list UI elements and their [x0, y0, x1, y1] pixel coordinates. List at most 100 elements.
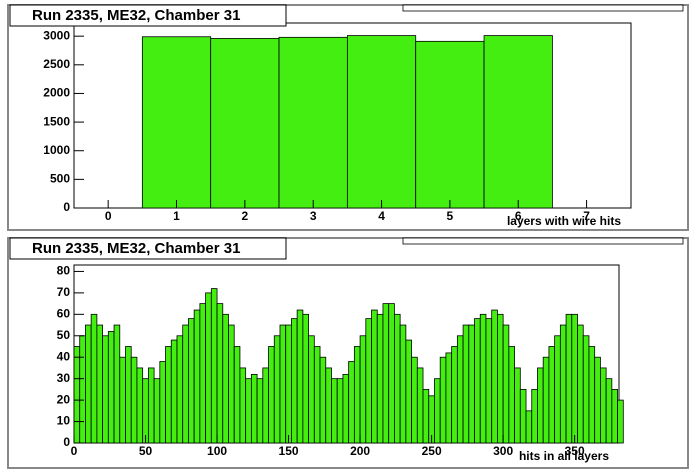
- bar: [222, 313, 229, 444]
- x-tick-label: 200: [350, 444, 370, 458]
- bar: [193, 309, 201, 444]
- bar: [262, 367, 269, 444]
- bar: [331, 378, 338, 444]
- y-tick-label: 3000: [43, 28, 70, 42]
- bar: [188, 318, 195, 444]
- bar: [182, 324, 189, 444]
- bar: [73, 346, 81, 444]
- bar: [371, 309, 378, 444]
- y-tick-label: 2000: [43, 86, 70, 100]
- bar: [382, 303, 390, 444]
- y-tick-label: 0: [63, 200, 70, 214]
- chart-title: Run 2335, ME32, Chamber 31: [32, 7, 240, 24]
- bar: [617, 399, 624, 444]
- bar: [125, 346, 132, 444]
- x-tick-label: 50: [139, 444, 153, 458]
- bar: [216, 303, 224, 444]
- bar: [559, 324, 567, 444]
- bar: [600, 367, 607, 444]
- bar: [205, 292, 212, 444]
- x-tick-label: 2: [242, 209, 249, 223]
- bar: [462, 324, 470, 444]
- y-tick-label: 30: [57, 371, 71, 385]
- bar: [348, 361, 355, 444]
- bar: [113, 324, 121, 444]
- bar: [416, 367, 424, 444]
- bar: [359, 335, 367, 444]
- bar: [474, 318, 481, 444]
- bar: [291, 318, 298, 444]
- bar: [313, 346, 321, 444]
- y-tick-label: 500: [50, 172, 70, 186]
- x-tick-label: 6: [515, 209, 522, 223]
- x-axis-label: hits in all layers: [519, 449, 609, 463]
- x-tick-label: 4: [378, 209, 385, 223]
- bar: [250, 373, 258, 444]
- bar: [611, 388, 618, 444]
- title-box: [9, 237, 287, 260]
- bar: [497, 313, 504, 444]
- bar: [394, 313, 401, 444]
- bar: [565, 313, 573, 444]
- bar: [542, 356, 550, 444]
- bar: [582, 335, 590, 444]
- title-box: [9, 4, 287, 27]
- y-tick-label: 10: [57, 414, 71, 428]
- bar: [245, 378, 252, 444]
- y-tick-label: 2500: [43, 57, 70, 71]
- bar: [147, 367, 155, 444]
- bar: [102, 335, 109, 444]
- bar: [554, 335, 561, 444]
- bar: [285, 324, 292, 444]
- bar: [279, 324, 287, 444]
- y-tick-label: 70: [57, 285, 71, 299]
- bar: [483, 35, 553, 209]
- bar: [96, 324, 104, 444]
- bar: [415, 40, 485, 209]
- bar: [548, 346, 556, 444]
- bar: [594, 356, 601, 444]
- bar: [434, 378, 441, 444]
- bar: [141, 36, 212, 209]
- bar: [456, 335, 464, 444]
- bar: [353, 346, 361, 444]
- y-tick-label: 40: [57, 349, 71, 363]
- bar: [278, 36, 348, 209]
- bar: [165, 346, 172, 444]
- bar: [296, 309, 304, 444]
- bar: [210, 38, 280, 209]
- x-tick-label: 1: [173, 209, 180, 223]
- bar: [405, 339, 412, 444]
- stats-box: [402, 4, 684, 12]
- y-tick-label: 20: [57, 392, 71, 406]
- bar: [268, 346, 275, 444]
- bar: [588, 346, 596, 444]
- bar: [325, 367, 332, 444]
- bar: [531, 388, 538, 444]
- bar: [411, 356, 418, 444]
- bar: [346, 35, 417, 209]
- chart-title: Run 2335, ME32, Chamber 31: [32, 240, 240, 257]
- bar: [577, 324, 584, 444]
- bar: [399, 324, 407, 444]
- y-tick-label: 0: [63, 435, 70, 449]
- x-axis-label: layers with wire hits: [507, 214, 621, 228]
- bar: [79, 335, 86, 444]
- bar: [119, 356, 126, 444]
- y-tick-label: 50: [57, 328, 71, 342]
- bar: [170, 339, 178, 444]
- stats-box: [402, 237, 684, 245]
- bar: [537, 367, 544, 444]
- bar: [136, 367, 144, 444]
- bar: [239, 367, 247, 444]
- bar: [376, 313, 384, 444]
- bar: [233, 346, 241, 444]
- bar: [519, 388, 527, 444]
- bar: [302, 313, 309, 444]
- y-tick-label: 1000: [43, 143, 70, 157]
- x-tick-label: 7: [583, 209, 590, 223]
- bar: [342, 373, 350, 444]
- bar: [605, 378, 613, 444]
- bar: [176, 335, 184, 444]
